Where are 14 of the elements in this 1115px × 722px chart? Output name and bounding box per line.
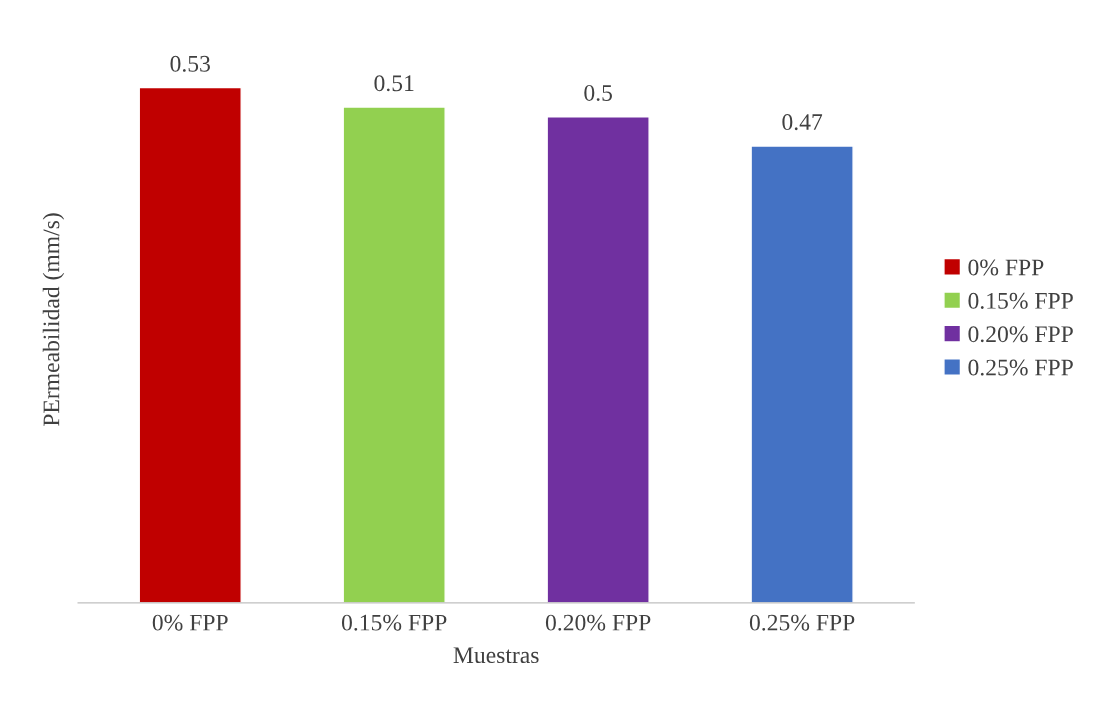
x-tick-label: 0% FPP — [152, 614, 228, 631]
legend-label: 0.15% FPP — [968, 292, 1073, 309]
x-axis-title: Muestras — [453, 647, 539, 664]
x-tick-label: 0.20% FPP — [545, 614, 651, 631]
y-axis-title: PErmeabilidad (mm/s) — [42, 213, 65, 427]
data-label: 0.53 — [170, 55, 210, 72]
legend-label: 0.25% FPP — [968, 359, 1073, 376]
legend-label: 0% FPP — [968, 259, 1044, 276]
data-label: 0.5 — [584, 84, 612, 101]
data-label: 0.51 — [374, 75, 414, 92]
data-label: 0.47 — [782, 114, 823, 131]
legend-label: 0.20% FPP — [968, 326, 1073, 343]
x-tick-label: 0.15% FPP — [341, 614, 447, 631]
x-tick-label: 0.25% FPP — [749, 614, 855, 631]
